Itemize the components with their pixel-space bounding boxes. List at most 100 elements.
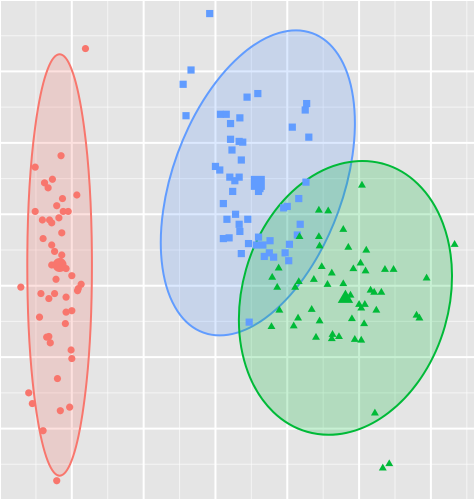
data-point-series-1 <box>40 179 49 187</box>
data-point-series-2 <box>280 204 288 212</box>
data-point-series-2 <box>219 199 227 208</box>
data-point-series-3 <box>335 332 343 340</box>
data-point-series-2 <box>302 178 310 186</box>
data-point-series-3 <box>339 279 348 287</box>
data-point-series-1 <box>39 234 47 243</box>
data-point-series-2 <box>266 237 274 245</box>
data-point-series-3 <box>450 240 459 247</box>
data-point-series-3 <box>349 264 358 272</box>
centroid-series-3 <box>337 289 354 303</box>
data-point-series-3 <box>327 268 336 276</box>
data-point-series-2 <box>226 119 235 128</box>
data-point-series-3 <box>377 287 386 295</box>
data-point-series-1 <box>57 152 65 160</box>
data-point-series-3 <box>415 313 424 321</box>
data-point-series-1 <box>52 275 60 283</box>
data-point-series-3 <box>357 335 366 343</box>
data-point-series-2 <box>206 9 214 18</box>
data-point-series-1 <box>68 354 76 363</box>
data-point-series-2 <box>285 240 294 248</box>
centroid-series-1 <box>52 258 67 272</box>
data-point-series-1 <box>46 339 54 347</box>
data-point-series-3 <box>356 258 365 266</box>
data-point-series-3 <box>380 265 389 272</box>
data-point-series-2 <box>285 257 293 265</box>
data-point-series-1 <box>48 219 56 227</box>
data-point-series-3 <box>268 272 277 280</box>
data-point-series-2 <box>245 318 253 326</box>
data-point-series-1 <box>58 251 66 259</box>
data-point-series-3 <box>317 262 326 270</box>
data-point-series-1 <box>61 319 69 328</box>
data-point-series-2 <box>303 99 311 108</box>
data-point-series-3 <box>291 282 300 290</box>
data-point-series-2 <box>236 227 244 236</box>
data-point-series-2 <box>259 241 267 249</box>
data-point-series-2 <box>237 249 245 258</box>
data-point-series-1 <box>31 207 39 216</box>
data-point-series-2 <box>254 187 263 196</box>
data-point-series-3 <box>267 322 276 330</box>
data-point-series-2 <box>254 89 262 98</box>
data-point-series-3 <box>360 300 369 307</box>
data-point-series-3 <box>327 334 336 342</box>
data-point-series-3 <box>339 225 348 232</box>
data-point-series-3 <box>307 305 316 312</box>
data-point-series-3 <box>422 273 431 281</box>
data-point-series-1 <box>50 289 59 298</box>
data-point-series-1 <box>44 184 52 192</box>
data-point-series-2 <box>236 114 244 122</box>
data-point-series-1 <box>62 308 70 316</box>
data-point-series-3 <box>385 459 394 467</box>
data-point-series-1 <box>56 407 64 415</box>
data-point-series-3 <box>362 245 371 253</box>
data-point-series-2 <box>211 162 220 171</box>
data-point-series-3 <box>324 206 333 214</box>
data-point-series-1 <box>53 374 62 383</box>
data-point-series-3 <box>370 287 379 295</box>
data-point-series-1 <box>73 191 81 199</box>
data-point-series-1 <box>50 247 59 256</box>
data-point-series-3 <box>314 232 323 240</box>
data-point-series-2 <box>237 156 245 164</box>
data-point-series-1 <box>67 346 75 354</box>
data-point-series-1 <box>68 307 76 315</box>
data-point-series-2 <box>252 241 260 249</box>
data-point-series-1 <box>59 207 67 216</box>
data-point-series-3 <box>328 330 337 337</box>
data-point-series-1 <box>74 284 82 293</box>
data-point-series-1 <box>48 241 56 249</box>
data-point-series-2 <box>281 249 289 257</box>
data-point-series-1 <box>81 44 90 53</box>
data-point-series-2 <box>301 106 309 114</box>
data-point-series-2 <box>239 138 247 146</box>
data-point-series-2 <box>244 215 252 223</box>
data-point-series-2 <box>216 166 224 174</box>
data-point-series-1 <box>39 427 47 435</box>
data-point-series-3 <box>323 280 332 287</box>
data-point-series-1 <box>68 272 76 280</box>
data-point-series-3 <box>315 316 324 324</box>
data-point-series-3 <box>273 282 282 290</box>
data-point-series-2 <box>235 173 243 181</box>
data-point-series-3 <box>314 205 323 213</box>
data-point-series-2 <box>228 146 236 154</box>
data-point-series-3 <box>309 275 318 282</box>
data-point-series-2 <box>270 253 278 261</box>
data-point-series-2 <box>226 135 235 143</box>
data-point-series-1 <box>48 175 57 183</box>
data-point-series-3 <box>350 335 359 342</box>
data-point-series-2 <box>182 112 190 120</box>
data-point-series-2 <box>288 123 296 131</box>
data-point-series-1 <box>35 313 44 321</box>
data-point-series-2 <box>223 215 231 223</box>
data-point-series-1 <box>43 333 51 341</box>
data-point-series-2 <box>254 233 263 241</box>
data-point-series-2 <box>243 93 251 101</box>
data-point-series-1 <box>17 283 25 291</box>
data-point-series-1 <box>28 399 36 408</box>
data-point-series-1 <box>64 207 72 216</box>
data-point-series-3 <box>312 332 320 340</box>
